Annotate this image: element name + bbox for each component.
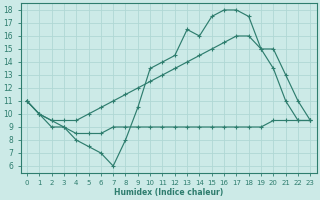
X-axis label: Humidex (Indice chaleur): Humidex (Indice chaleur) [114,188,223,197]
